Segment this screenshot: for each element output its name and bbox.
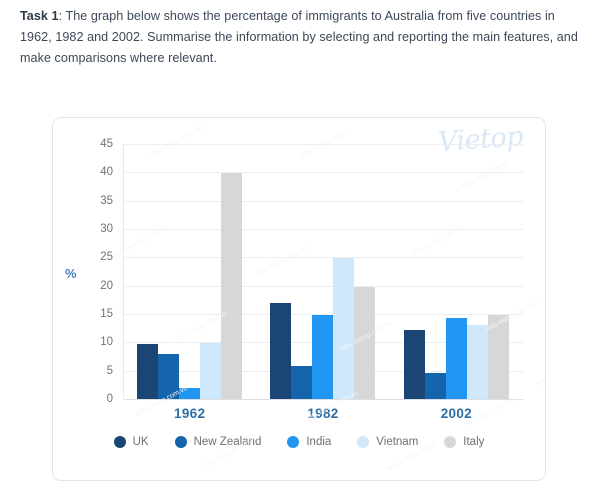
bar-india-1962 [179, 387, 201, 399]
legend-item-vietnam[interactable]: Vietnam [357, 436, 418, 448]
x-axis-tick-label-2002: 2002 [440, 406, 472, 421]
legend-swatch-vietnam-icon [357, 436, 370, 448]
y-axis-tick-label: 45 [100, 138, 113, 150]
gridline [124, 314, 523, 315]
bar-italy-2002 [487, 315, 509, 399]
bar-groups [123, 144, 523, 399]
bar-group-1962 [123, 144, 256, 399]
legend-label-uk: UK [132, 436, 149, 448]
chart-card: Vietop % 45 40 35 30 25 20 15 10 5 0 1962 1982 2002… [52, 117, 546, 481]
bar-india-2002 [445, 317, 467, 399]
bar-vietnam-2002 [466, 325, 488, 399]
legend-item-new-zealand[interactable]: New Zealand [174, 436, 262, 448]
y-axis-tick-label: 10 [100, 336, 113, 349]
task-prompt: Task 1: The graph below shows the percen… [20, 6, 580, 69]
bar-new-zealand-2002 [424, 372, 446, 399]
gridline [124, 172, 523, 174]
legend-item-uk[interactable]: UK [113, 436, 149, 448]
x-axis-tick-label-1962: 1962 [174, 406, 206, 421]
y-axis: 45 40 35 30 25 20 15 10 5 0 [73, 138, 119, 405]
bar-new-zealand-1982 [291, 366, 313, 399]
task-label: Task 1 [20, 9, 59, 23]
legend-swatch-new-zealand-icon [174, 436, 187, 448]
gridline [124, 144, 523, 145]
y-axis-tick-label: 20 [100, 279, 113, 292]
y-axis-tick-label: 35 [100, 194, 113, 207]
tiled-watermark: ielts.vietop.com.vn [534, 354, 546, 389]
bar-italy-1982 [354, 286, 376, 399]
legend-label-new-zealand: New Zealand [193, 436, 262, 448]
task-separator: : [58, 9, 63, 23]
bar-vietnam-1982 [333, 258, 355, 399]
y-axis-tick-label: 15 [100, 308, 113, 320]
y-axis-title: % [65, 266, 77, 281]
bar-uk-2002 [403, 329, 425, 399]
bar-uk-1962 [137, 344, 159, 399]
legend-swatch-uk-icon [113, 436, 126, 448]
x-axis: 1962 1982 2002 [123, 406, 523, 421]
legend-swatch-italy-icon [444, 436, 457, 448]
y-axis-tick-label: 40 [100, 166, 113, 179]
y-axis-tick-label: 5 [106, 364, 113, 377]
legend-label-italy: Italy [463, 436, 485, 448]
legend-label-vietnam: Vietnam [376, 436, 419, 448]
bar-vietnam-1962 [200, 343, 222, 399]
task-description: The graph below shows the percentage of … [20, 9, 578, 65]
x-axis-tick-label-1982: 1982 [307, 406, 339, 421]
bar-uk-1982 [270, 302, 292, 399]
gridline [124, 229, 523, 230]
bar-new-zealand-1962 [158, 353, 180, 399]
legend-item-india[interactable]: India [287, 436, 331, 448]
legend-item-italy[interactable]: Italy [444, 436, 484, 448]
bar-group-2002 [390, 144, 523, 399]
y-axis-tick-label: 30 [100, 223, 113, 235]
y-axis-tick-label: 25 [100, 251, 113, 264]
y-axis-tick-label: 0 [106, 393, 113, 405]
bar-group-1982 [256, 144, 389, 399]
gridline [124, 285, 523, 287]
gridline [124, 257, 523, 259]
chart-legend: UK New Zealand India Vietnam Italy [53, 436, 545, 448]
bar-india-1982 [312, 315, 334, 399]
gridline [124, 399, 523, 400]
legend-swatch-india-icon [287, 436, 300, 448]
gridline [124, 200, 523, 202]
bar-italy-1962 [221, 173, 243, 399]
plot-area [123, 144, 523, 400]
legend-label-india: India [306, 436, 332, 448]
